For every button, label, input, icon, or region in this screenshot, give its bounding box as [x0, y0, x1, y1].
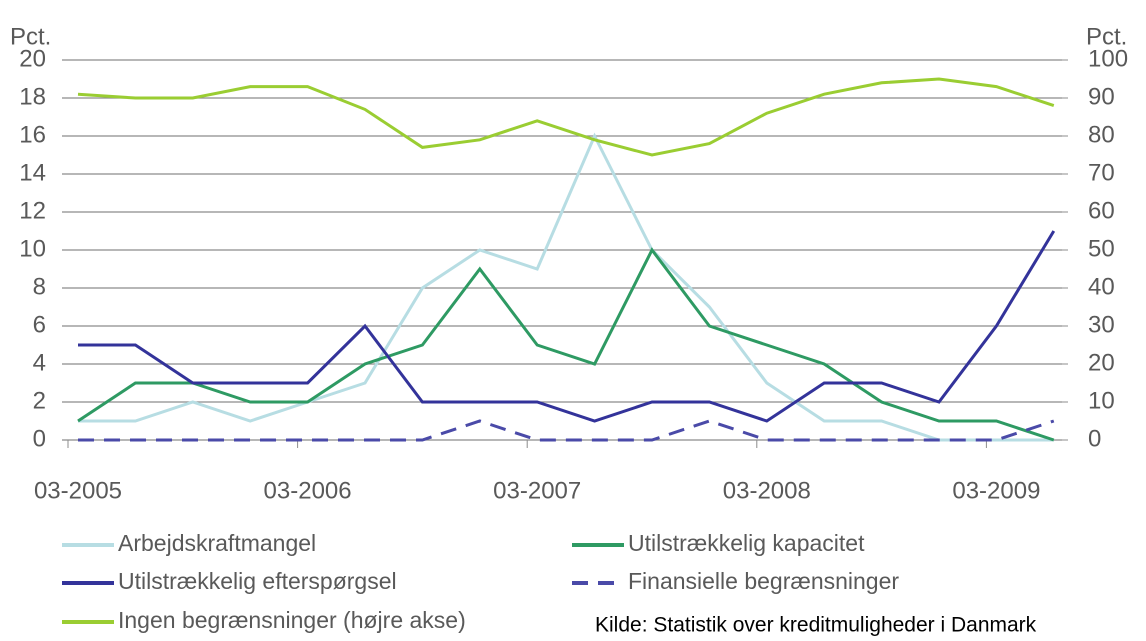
legend-label: Utilstrækkelig kapacitet [628, 530, 865, 556]
y2-axis-label: Pct. [1086, 23, 1127, 50]
y2-tick-label: 20 [1088, 349, 1115, 376]
y-tick-label: 2 [33, 387, 46, 414]
x-tick-label: 03-2005 [34, 477, 122, 504]
y-tick-label: 6 [33, 311, 46, 338]
y-tick-label: 20 [19, 45, 46, 72]
y2-tick-label: 10 [1088, 387, 1115, 414]
legend-label: Ingen begrænsninger (højre akse) [118, 607, 466, 633]
series-line [77, 247, 1055, 442]
y-axis-label: Pct. [10, 23, 51, 50]
y2-tick-label: 80 [1088, 121, 1115, 148]
legend-label: Finansielle begrænsninger [628, 568, 899, 594]
legend-label: Arbejdskraftmangel [118, 530, 316, 556]
y-tick-label: 0 [33, 425, 46, 452]
x-tick-label: 03-2009 [952, 477, 1040, 504]
y-tick-label: 14 [19, 159, 46, 186]
series-line [78, 230, 1056, 423]
y2-tick-label: 30 [1088, 311, 1115, 338]
series-line [78, 132, 1054, 442]
y2-tick-label: 100 [1088, 45, 1128, 72]
series-line [78, 419, 1055, 442]
y2-tick-label: 90 [1088, 83, 1115, 110]
y-tick-label: 18 [19, 83, 46, 110]
y-tick-label: 8 [33, 273, 46, 300]
series-line [77, 77, 1055, 157]
y2-tick-label: 70 [1088, 159, 1115, 186]
y2-tick-label: 0 [1088, 425, 1101, 452]
y2-tick-label: 60 [1088, 197, 1115, 224]
y-tick-label: 16 [19, 121, 46, 148]
y2-tick-label: 50 [1088, 235, 1115, 262]
x-tick-label: 03-2007 [493, 477, 581, 504]
y2-tick-label: 40 [1088, 273, 1115, 300]
legend-label: Utilstrækkelig efterspørgsel [118, 568, 397, 594]
y-tick-label: 12 [19, 197, 46, 224]
source: Kilde: Statistik over kreditmuligheder i… [595, 614, 1037, 637]
x-tick-label: 03-2006 [264, 477, 352, 504]
y-tick-label: 4 [33, 349, 46, 376]
x-tick-label: 03-2008 [723, 477, 811, 504]
y-tick-label: 10 [19, 235, 46, 262]
